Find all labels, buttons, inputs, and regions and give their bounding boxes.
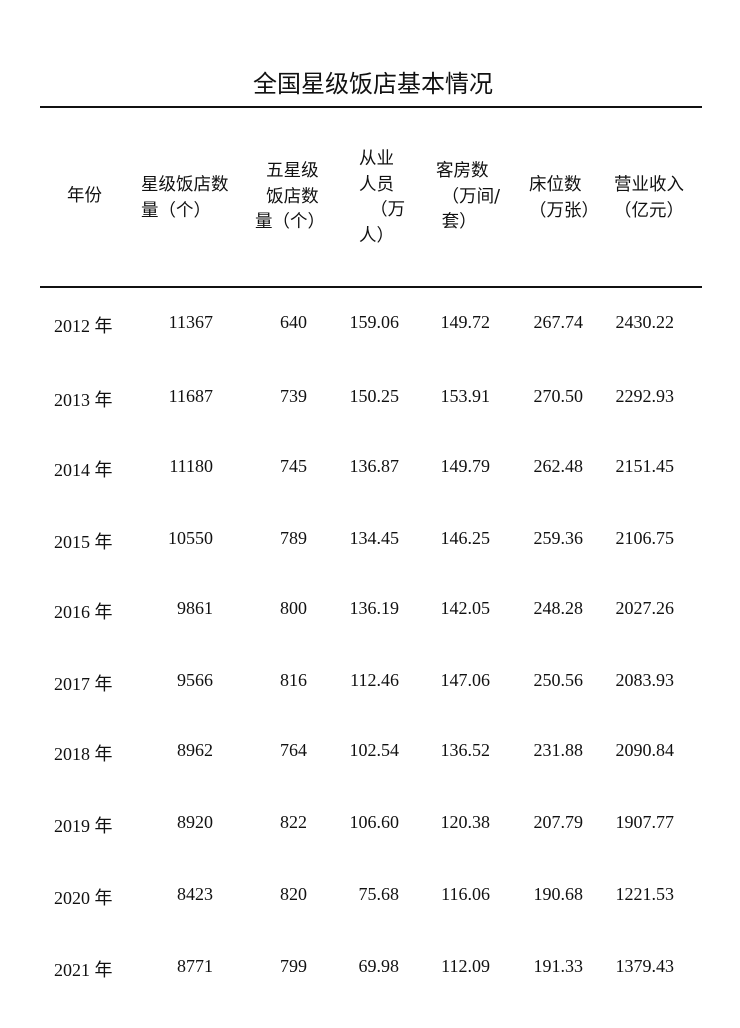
cell-five-star: 800 [280, 598, 307, 618]
cell-revenue: 2292.93 [615, 386, 675, 406]
table-row: 2015 年 10550 789 134.45 146.25 259.36 2106.75 [0, 528, 740, 552]
cell-year: 2018 年 [54, 744, 113, 764]
cell-rooms: 153.91 [440, 386, 491, 406]
cell-five-star: 739 [280, 386, 307, 406]
table-title: 全国星级饭店基本情况 [253, 70, 493, 98]
cell-hotels: 9861 [177, 598, 213, 618]
cell-five-star: 764 [280, 740, 307, 760]
cell-five-star: 799 [280, 956, 307, 976]
cell-employees: 134.45 [349, 528, 400, 548]
cell-employees: 112.46 [350, 670, 399, 690]
cell-employees: 102.54 [349, 740, 400, 760]
table-row: 2019 年 8920 822 106.60 120.38 207.79 1907.77 [0, 812, 740, 836]
cell-beds: 250.56 [533, 670, 584, 690]
cell-revenue: 2106.75 [615, 528, 675, 548]
cell-revenue: 1221.53 [615, 884, 675, 904]
cell-rooms: 120.38 [440, 812, 491, 832]
header-hotels: 星级饭店数 量（个） [141, 175, 229, 221]
cell-year: 2020 年 [54, 888, 113, 908]
cell-beds: 267.74 [533, 312, 584, 332]
cell-year: 2016 年 [54, 602, 113, 622]
cell-employees: 159.06 [349, 312, 400, 332]
cell-employees: 150.25 [349, 386, 400, 406]
cell-year: 2012 年 [54, 316, 113, 336]
cell-hotels: 8771 [177, 956, 213, 976]
cell-rooms: 116.06 [441, 884, 490, 904]
cell-five-star: 789 [280, 528, 307, 548]
cell-beds: 191.33 [533, 956, 584, 976]
header-rule [40, 286, 702, 288]
cell-beds: 190.68 [533, 884, 584, 904]
cell-beds: 207.79 [533, 812, 584, 832]
header-revenue: 营业收入 （亿元） [614, 175, 684, 221]
cell-year: 2021 年 [54, 960, 113, 980]
cell-employees: 136.87 [349, 456, 400, 476]
cell-employees: 136.19 [349, 598, 400, 618]
cell-five-star: 745 [280, 456, 307, 476]
table-row: 2017 年 9566 816 112.46 147.06 250.56 2083.93 [0, 670, 740, 694]
table-row: 2016 年 9861 800 136.19 142.05 248.28 2027.26 [0, 598, 740, 622]
cell-hotels: 11367 [168, 312, 213, 332]
cell-hotels: 8962 [177, 740, 213, 760]
table-row: 2013 年 11687 739 150.25 153.91 270.50 2292.93 [0, 386, 740, 410]
cell-employees: 75.68 [358, 884, 400, 904]
cell-rooms: 142.05 [440, 598, 491, 618]
cell-hotels: 9566 [177, 670, 213, 690]
cell-employees: 69.98 [358, 956, 400, 976]
cell-beds: 248.28 [533, 598, 584, 618]
cell-five-star: 640 [280, 312, 307, 332]
cell-rooms: 147.06 [440, 670, 491, 690]
cell-beds: 270.50 [533, 386, 584, 406]
cell-rooms: 146.25 [440, 528, 491, 548]
header-year: 年份 [67, 186, 102, 206]
cell-rooms: 149.79 [440, 456, 491, 476]
cell-year: 2019 年 [54, 816, 113, 836]
cell-year: 2014 年 [54, 460, 113, 480]
cell-hotels: 11687 [168, 386, 213, 406]
table-row: 2021 年 8771 799 69.98 112.09 191.33 1379.43 [0, 956, 740, 980]
cell-beds: 262.48 [533, 456, 584, 476]
cell-beds: 231.88 [533, 740, 584, 760]
table-row: 2014 年 11180 745 136.87 149.79 262.48 2151.45 [0, 456, 740, 480]
cell-revenue: 1907.77 [615, 812, 675, 832]
top-rule [40, 106, 702, 108]
cell-five-star: 820 [280, 884, 307, 904]
cell-beds: 259.36 [533, 528, 584, 548]
cell-rooms: 136.52 [440, 740, 491, 760]
cell-revenue: 2083.93 [615, 670, 675, 690]
header-rooms: 客房数 （万间/ 套） [436, 161, 500, 232]
cell-revenue: 2027.26 [615, 598, 675, 618]
header-beds: 床位数 （万张） [529, 175, 599, 221]
cell-year: 2013 年 [54, 390, 113, 410]
cell-hotels: 8920 [177, 812, 213, 832]
cell-year: 2015 年 [54, 532, 113, 552]
cell-hotels: 10550 [168, 528, 213, 548]
header-employees: 从业 人员 （万 人） [359, 149, 406, 246]
cell-rooms: 149.72 [440, 312, 491, 332]
cell-hotels: 8423 [177, 884, 213, 904]
table-row: 2018 年 8962 764 102.54 136.52 231.88 2090.84 [0, 740, 740, 764]
header-five-star: 五星级 饭店数 量（个） [255, 161, 325, 232]
cell-revenue: 2430.22 [615, 312, 675, 332]
table-row: 2020 年 8423 820 75.68 116.06 190.68 1221.53 [0, 884, 740, 908]
cell-rooms: 112.09 [441, 956, 490, 976]
cell-hotels: 11180 [169, 456, 213, 476]
cell-five-star: 816 [280, 670, 307, 690]
cell-revenue: 1379.43 [615, 956, 675, 976]
table-row: 2012 年 11367 640 159.06 149.72 267.74 2430.22 [0, 312, 740, 336]
cell-year: 2017 年 [54, 674, 113, 694]
cell-revenue: 2090.84 [615, 740, 675, 760]
cell-revenue: 2151.45 [615, 456, 675, 476]
cell-five-star: 822 [280, 812, 307, 832]
cell-employees: 106.60 [349, 812, 400, 832]
